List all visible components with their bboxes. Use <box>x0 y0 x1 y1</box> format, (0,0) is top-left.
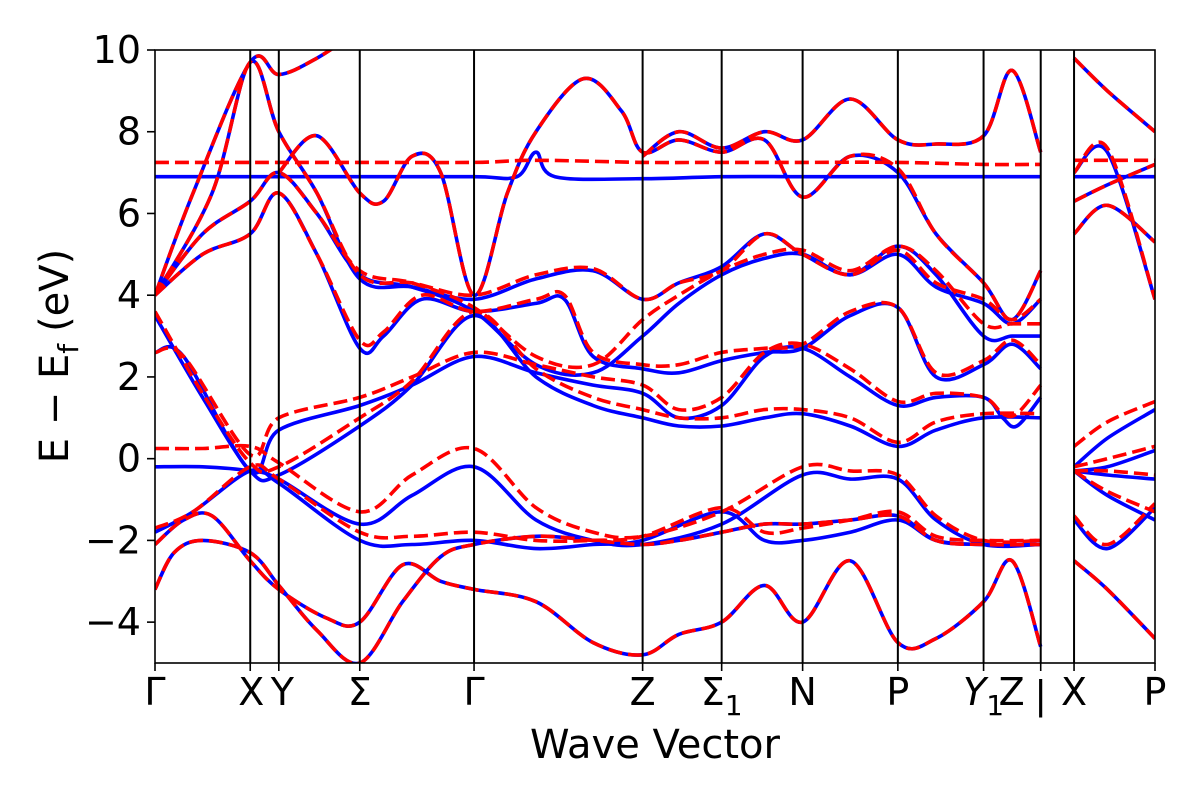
x-tick-label-7: N <box>788 670 816 714</box>
x-tick-label-text: Z <box>999 670 1025 714</box>
y-tick-label-0: −4 <box>85 600 141 644</box>
x-tick-label-5: Z <box>630 670 656 714</box>
band-dashed-red-3 <box>155 443 1041 545</box>
band-dashed-red-7 <box>155 170 1041 370</box>
plot-frame <box>154 49 1156 664</box>
band-solid-blue-21 <box>1072 203 1155 244</box>
y-tick-label-4: 4 <box>117 273 141 317</box>
x-tick-label-0: Γ <box>144 670 165 714</box>
x-tick-label-text: Γ <box>463 670 484 714</box>
band-dashed-red-23 <box>1072 56 1155 134</box>
band-dashed-red-14 <box>1073 444 1155 469</box>
y-axis-label: E − Ef (eV) <box>32 249 85 464</box>
x-tick-label-10: Z <box>999 670 1025 714</box>
band-solid-blue-9 <box>155 150 1041 182</box>
y-tick-label-1: −2 <box>85 518 141 562</box>
band-dashed-red-2 <box>155 463 1041 543</box>
y-tick-label-2: 0 <box>117 437 141 481</box>
band-dashed-red-18 <box>1072 559 1155 640</box>
x-tick-label-1: X <box>238 670 264 714</box>
band-solid-blue-8 <box>155 59 1042 326</box>
x-tick-label-text: Σ <box>348 670 372 714</box>
x-tick-label-8: P <box>886 670 909 714</box>
y-tick-label-7: 10 <box>93 28 141 72</box>
y-tick-label-5: 6 <box>117 191 141 235</box>
x-axis-label: Wave Vector <box>530 722 781 768</box>
band-solid-blue-0 <box>155 513 1041 663</box>
band-dashed-red-15 <box>1073 468 1155 477</box>
high-symmetry-lines <box>249 50 1076 663</box>
band-dashed-red-8 <box>155 59 1042 322</box>
x-tick-label-text: X <box>1061 670 1087 714</box>
band-dashed-red-16 <box>1073 469 1155 514</box>
x-tick-label-text: Γ <box>144 670 165 714</box>
x-tick-label-12: P <box>1144 670 1167 714</box>
band-dashed-red-5 <box>155 309 1041 474</box>
x-tick-label-9: Y1 <box>963 670 1004 722</box>
series-solid-blue <box>155 50 1155 663</box>
x-tick-label-text: X <box>238 670 264 714</box>
band-solid-blue-18 <box>1072 559 1155 640</box>
band-dashed-red-12 <box>641 68 1043 158</box>
band-dashed-red-17 <box>1072 502 1155 547</box>
x-tick-label-text: Σ <box>701 670 725 714</box>
band-solid-blue-4 <box>155 344 1043 475</box>
band-dashed-red-0 <box>155 513 1041 663</box>
band-dashed-red-11 <box>277 76 1043 322</box>
x-tick-label-3: Σ <box>348 670 372 714</box>
x-tick-label-sub: 1 <box>986 689 1004 722</box>
y-axis-label-sub: f <box>52 343 85 354</box>
y-tick-label-3: 2 <box>117 355 141 399</box>
x-tick-label-text: P <box>1144 670 1167 714</box>
band-solid-blue-6 <box>155 191 1042 382</box>
band-dashed-red-20 <box>1073 162 1155 203</box>
band-dashed-red-1 <box>155 511 1043 657</box>
x-tick-labels: Γ X Y Σ Γ Z Σ1 N P Y1Z X P| <box>144 663 1166 722</box>
y-ticks: −4 −2 0 2 4 6 8 10 <box>85 28 155 644</box>
x-tick-label-text: Y <box>963 670 989 714</box>
x-tick-label-sub: 1 <box>725 689 743 722</box>
x-tick-label-text: P <box>886 670 909 714</box>
y-tick-label-6: 8 <box>117 110 141 154</box>
x-tick-label-11: X <box>1061 670 1087 714</box>
x-tick-label-text: Y <box>270 670 295 714</box>
x-tick-label-6: Σ1 <box>701 670 743 722</box>
path-break-label: | <box>1034 673 1047 718</box>
x-tick-label-text: Z <box>630 670 656 714</box>
x-tick-label-text: N <box>788 670 816 714</box>
y-axis-label-main: E − E <box>32 354 78 464</box>
y-axis-label-unit: (eV) <box>32 249 78 332</box>
band-solid-blue-13 <box>1072 408 1155 469</box>
x-tick-label-2: Y <box>270 670 295 714</box>
band-lines <box>155 50 1155 663</box>
band-solid-blue-12 <box>641 68 1043 158</box>
band-dashed-red-21 <box>1072 203 1155 244</box>
x-tick-label-4: Γ <box>463 670 484 714</box>
band-dashed-red-10 <box>155 50 334 296</box>
band-dashed-red-13 <box>1072 399 1155 448</box>
band-dashed-red-6 <box>155 191 1042 378</box>
band-solid-blue-17 <box>1072 506 1155 551</box>
